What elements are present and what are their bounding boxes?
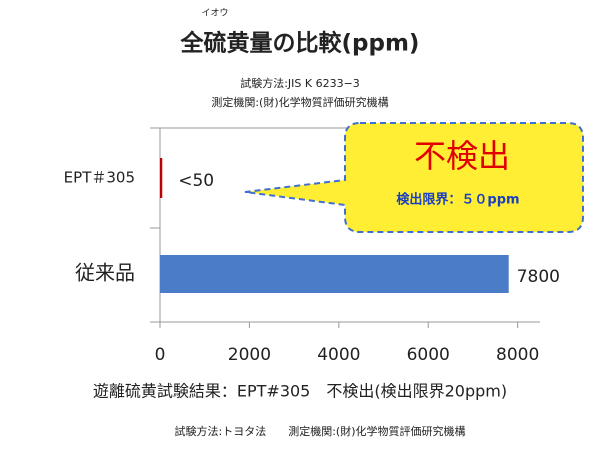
x-tick-label: 2000 [228,345,271,365]
note: 遊離硫黄試験結果：EPT#305 不検出(検出限界20ppm) [93,382,507,401]
callout-title: 不検出 [414,137,510,175]
subtitle: 測定機関:(財)化学物質評価研究機構 [211,95,388,109]
x-tick-label: 4000 [317,345,360,365]
chart-title: 全硫黄量の比較(ppm) [180,30,420,57]
bar [160,158,163,198]
x-tick-label: 0 [155,345,166,365]
y-tick-label: EPT＃305 [64,169,135,187]
note: 試験方法:トヨタ法 測定機関:(財)化学物質評価研究機構 [175,424,466,438]
bar [160,255,509,293]
callout-text: 検出限界：５０ppm [396,192,519,208]
x-tick-label: 8000 [496,345,539,365]
value-label: <50 [178,171,214,191]
subtitle: 試験方法:JIS K 6233−3 [240,76,360,90]
value-label: 7800 [517,267,560,287]
callout [244,122,584,233]
title-ruby: イオウ [201,8,228,19]
y-tick-label: 従来品 [75,261,135,285]
x-tick-label: 6000 [407,345,450,365]
